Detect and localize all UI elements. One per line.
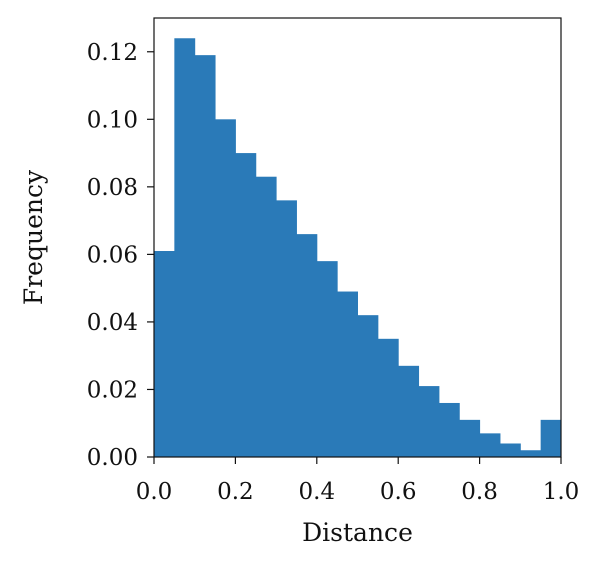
histogram-bar <box>438 402 460 457</box>
histogram-bar <box>520 450 542 457</box>
histogram-bar <box>499 443 521 457</box>
x-tick-label: 0.8 <box>461 479 498 505</box>
x-tick-label: 0.0 <box>136 479 173 505</box>
histogram-bar <box>296 234 318 457</box>
histogram-bar <box>418 386 440 457</box>
y-tick-label: 0.12 <box>87 40 138 66</box>
y-tick-label: 0.00 <box>87 445 138 471</box>
histogram-bar <box>398 365 420 457</box>
y-axis-label: Frequency <box>19 169 48 305</box>
y-tick-label: 0.04 <box>87 310 138 336</box>
y-tick-label: 0.02 <box>87 377 138 403</box>
y-tick-label: 0.08 <box>87 175 138 201</box>
histogram-bar <box>540 419 562 457</box>
histogram-bar <box>255 176 277 457</box>
x-axis-label: Distance <box>302 518 413 547</box>
histogram-bar <box>194 55 216 458</box>
x-tick-label: 1.0 <box>543 479 580 505</box>
x-axis: 0.0 0.2 0.4 0.6 0.8 1.0 <box>136 457 580 505</box>
histogram-bar <box>215 119 236 458</box>
y-tick-label: 0.06 <box>87 242 138 268</box>
histogram-bar <box>459 419 481 457</box>
histogram-bar <box>174 38 196 458</box>
histogram-bar <box>337 291 358 457</box>
x-tick-label: 0.4 <box>299 479 336 505</box>
histogram-bar <box>235 153 257 458</box>
histogram-bar <box>316 261 338 457</box>
bars-group <box>154 38 562 458</box>
y-tick-label: 0.10 <box>87 107 138 133</box>
histogram-bar <box>357 315 379 457</box>
histogram-bar <box>154 251 175 457</box>
x-tick-label: 0.6 <box>380 479 417 505</box>
x-tick-label: 0.2 <box>217 479 254 505</box>
plot-frame <box>153 17 562 458</box>
histogram-bar <box>377 338 399 457</box>
histogram-bar <box>276 200 297 457</box>
histogram-bar <box>479 433 501 457</box>
y-axis: 0.00 0.02 0.04 0.06 0.08 0.10 0.12 <box>87 40 154 471</box>
